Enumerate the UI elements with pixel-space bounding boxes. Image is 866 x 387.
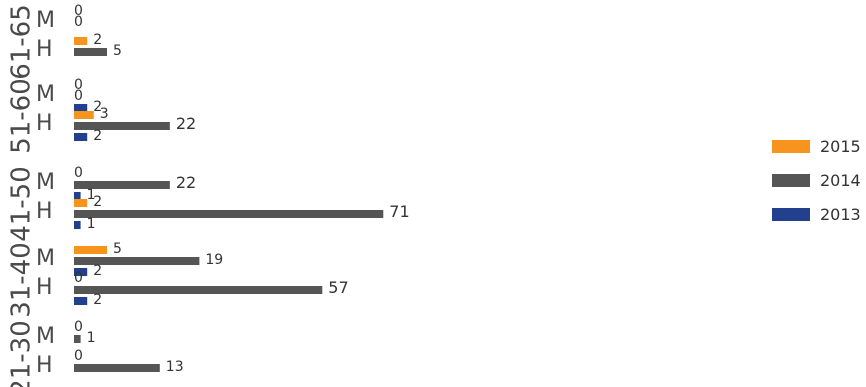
legend-label-2014: 2014 xyxy=(820,171,861,190)
bar-31-40-h-2013 xyxy=(74,297,88,305)
value-label-41-50-m-2014: 22 xyxy=(176,173,196,192)
sex-label-h-41-50: H xyxy=(36,199,53,224)
value-label-61-65-m-2014: 0 xyxy=(74,14,83,30)
age-label-41-50: 41-50 xyxy=(7,166,37,242)
value-label-51-60-m-2014: 0 xyxy=(74,88,83,104)
value-label-41-50-h-2014: 71 xyxy=(389,202,409,221)
sex-label-m-51-60: M xyxy=(36,82,55,107)
value-label-61-65-h-2014: 5 xyxy=(113,43,122,59)
bar-61-65-h-2014 xyxy=(74,48,107,56)
age-label-31-40: 31-40 xyxy=(7,242,37,318)
value-label-21-30-h-2015: 0 xyxy=(74,348,83,364)
value-label-21-30-m-2014: 1 xyxy=(87,330,96,346)
sex-label-h-21-30: H xyxy=(36,353,53,378)
value-label-41-50-m-2013: 1 xyxy=(87,187,96,203)
sex-label-m-21-30: M xyxy=(36,324,55,349)
value-label-61-65-h-2015: 2 xyxy=(93,32,102,48)
sex-label-h-51-60: H xyxy=(36,111,53,136)
bar-41-50-h-2014 xyxy=(74,210,384,218)
bar-41-50-m-2014 xyxy=(74,181,170,189)
value-label-31-40-m-2014: 19 xyxy=(205,252,223,268)
bars-layer xyxy=(74,37,384,372)
bar-51-60-h-2013 xyxy=(74,133,88,141)
legend-label-2015: 2015 xyxy=(820,137,861,156)
bar-21-30-h-2014 xyxy=(74,364,160,372)
bar-41-50-h-2013 xyxy=(74,221,81,229)
sex-label-h-61-65: H xyxy=(36,37,53,62)
age-label-61-65: 61-65 xyxy=(7,4,37,80)
bar-31-40-h-2014 xyxy=(74,286,323,294)
sex-label-m-31-40: M xyxy=(36,246,55,271)
bar-21-30-m-2014 xyxy=(74,335,81,343)
bar-31-40-m-2013 xyxy=(74,268,88,276)
age-label-51-60: 51-60 xyxy=(7,78,37,154)
value-label-51-60-h-2013: 2 xyxy=(93,128,102,144)
bar-41-50-h-2015 xyxy=(74,199,88,207)
bar-41-50-m-2013 xyxy=(74,192,81,200)
age-label-21-30: 21-30 xyxy=(7,320,37,387)
legend-swatch-2014 xyxy=(772,174,810,187)
value-label-51-60-m-2015: 0 xyxy=(74,77,83,93)
bar-51-60-m-2013 xyxy=(74,104,88,112)
legend-swatch-2015 xyxy=(772,140,810,153)
value-label-31-40-m-2015: 5 xyxy=(113,241,122,257)
legend: 2015 2014 2013 xyxy=(772,137,861,224)
value-label-61-65-m-2015: 0 xyxy=(74,3,83,19)
sex-label-h-31-40: H xyxy=(36,275,53,300)
value-label-51-60-m-2013: 2 xyxy=(93,99,102,115)
bar-31-40-m-2014 xyxy=(74,257,200,265)
value-label-51-60-h-2015: 3 xyxy=(100,106,109,122)
legend-label-2013: 2013 xyxy=(820,205,861,224)
value-label-41-50-h-2015: 2 xyxy=(93,194,102,210)
value-label-31-40-h-2015: 0 xyxy=(74,270,83,286)
value-label-21-30-h-2014: 13 xyxy=(166,359,184,375)
legend-swatch-2013 xyxy=(772,208,810,221)
value-label-31-40-h-2014: 57 xyxy=(328,278,348,297)
value-label-41-50-h-2013: 1 xyxy=(87,216,96,232)
bar-51-60-h-2015 xyxy=(74,111,94,119)
value-label-31-40-m-2013: 2 xyxy=(93,263,102,279)
value-label-51-60-h-2014: 22 xyxy=(176,114,196,133)
sex-label-m-61-65: M xyxy=(36,8,55,33)
value-label-21-30-m-2015: 0 xyxy=(74,319,83,335)
value-label-41-50-m-2015: 0 xyxy=(74,165,83,181)
value-label-31-40-h-2013: 2 xyxy=(93,292,102,308)
bar-61-65-h-2015 xyxy=(74,37,88,45)
bar-31-40-m-2015 xyxy=(74,246,107,254)
sex-label-m-41-50: M xyxy=(36,170,55,195)
bar-51-60-h-2014 xyxy=(74,122,170,130)
